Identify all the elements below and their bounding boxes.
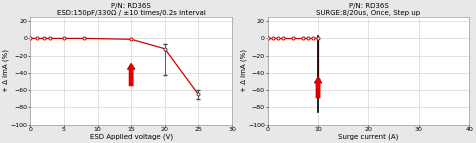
Title: P/N: RD36S
SURGE:8/20us, Once, Step up: P/N: RD36S SURGE:8/20us, Once, Step up — [317, 3, 420, 16]
X-axis label: ESD Applied voltage (V): ESD Applied voltage (V) — [89, 134, 173, 140]
Y-axis label: + Δ ImA (%): + Δ ImA (%) — [3, 49, 9, 92]
X-axis label: Surge current (A): Surge current (A) — [338, 134, 398, 140]
Title: P/N: RD36S
ESD:150pF/330Ω / ±10 times/0.2s interval: P/N: RD36S ESD:150pF/330Ω / ±10 times/0.… — [57, 3, 206, 16]
Y-axis label: + Δ ImA (%): + Δ ImA (%) — [240, 49, 247, 92]
